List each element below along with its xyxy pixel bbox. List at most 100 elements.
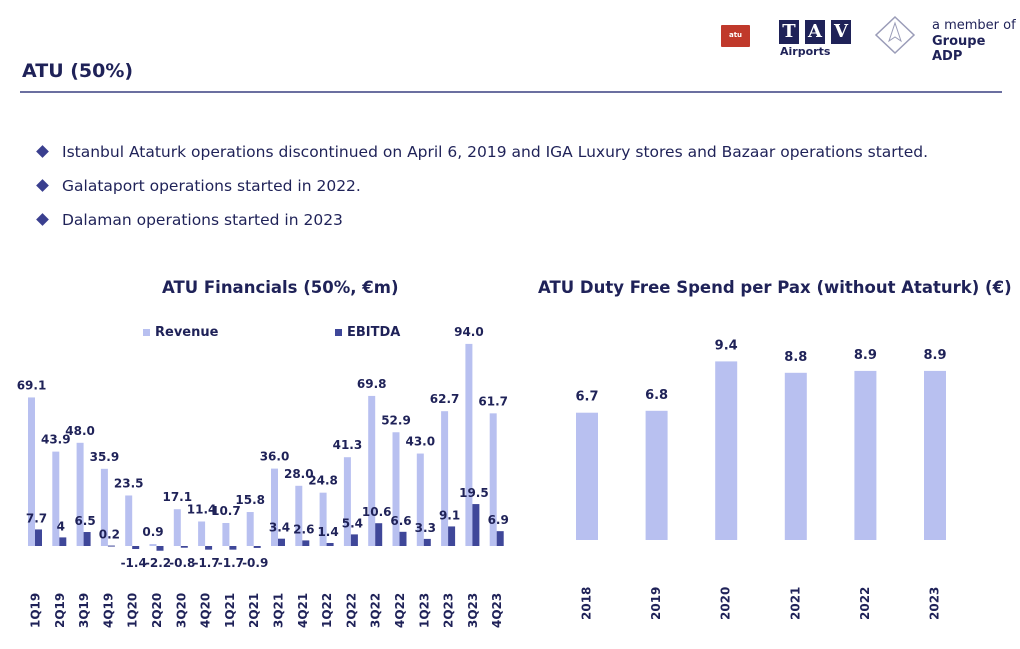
legend-ebitda-label: EBITDA	[347, 325, 401, 340]
revenue-bar	[392, 432, 400, 546]
ebitda-data-label: 6.6	[390, 514, 411, 528]
revenue-data-label: 41.3	[333, 438, 363, 452]
ebitda-bar	[132, 546, 140, 550]
revenue-bar	[489, 413, 497, 546]
title-divider	[20, 91, 1002, 93]
x-tick-label: 4Q23	[490, 593, 504, 628]
revenue-bar	[271, 468, 278, 546]
ebitda-bar	[59, 537, 67, 546]
ebitda-data-label: 6.9	[488, 513, 509, 527]
ebitda-data-label: -2.2	[145, 556, 171, 570]
ebitda-data-label: -1.7	[193, 556, 219, 570]
atu-logo: atu	[721, 25, 750, 47]
spend-data-label: 6.8	[645, 388, 668, 403]
ebitda-bar	[180, 546, 188, 548]
revenue-data-label: 61.7	[478, 394, 508, 408]
ebitda-bar	[253, 546, 261, 548]
x-tick-label: 4Q21	[296, 593, 310, 628]
revenue-bar	[28, 397, 35, 546]
ebitda-data-label: -0.9	[242, 556, 268, 570]
revenue-data-label: 43.0	[405, 435, 435, 449]
x-tick-label: 4Q22	[393, 593, 407, 628]
revenue-data-label: 10.7	[211, 504, 241, 518]
revenue-data-label: 0.9	[142, 525, 163, 539]
x-tick-label: 2020	[719, 587, 733, 620]
x-tick-label: 3Q23	[466, 593, 480, 628]
revenue-data-label: 15.8	[235, 493, 265, 507]
ebitda-bar	[229, 546, 237, 550]
revenue-data-label: 35.9	[90, 450, 120, 464]
revenue-data-label: 28.0	[284, 467, 314, 481]
revenue-bar	[222, 522, 230, 546]
revenue-bar	[125, 495, 133, 546]
spend-data-label: 6.7	[575, 390, 598, 405]
x-tick-label: 2023	[928, 587, 942, 620]
ebitda-bar	[375, 523, 383, 546]
ebitda-data-label: 4	[57, 519, 65, 533]
revenue-bar	[319, 492, 327, 546]
ebitda-bar	[156, 546, 164, 551]
spend-bar	[784, 372, 807, 540]
x-tick-label: 2Q20	[150, 593, 164, 628]
ebitda-data-label: 2.6	[293, 522, 314, 536]
ebitda-data-label: 3.3	[415, 521, 436, 535]
legend-ebitda-swatch	[335, 329, 342, 336]
revenue-bar	[343, 457, 351, 546]
revenue-data-label: 23.5	[114, 476, 144, 490]
tav-logo-letter-v: V	[831, 20, 851, 44]
x-tick-label: 2018	[580, 587, 594, 620]
ebitda-data-label: 6.5	[74, 514, 95, 528]
revenue-bar	[295, 485, 303, 546]
ebitda-bar	[205, 546, 213, 550]
page-title: ATU (50%)	[22, 60, 134, 82]
x-tick-label: 3Q22	[369, 593, 383, 628]
revenue-data-label: 36.0	[260, 450, 290, 464]
ebitda-bar	[399, 531, 407, 546]
x-tick-label: 1Q21	[223, 593, 237, 628]
ebitda-data-label: 19.5	[459, 486, 489, 500]
bullet-text: Galataport operations started in 2022.	[62, 177, 361, 195]
financials-chart-title: ATU Financials (50%, €m)	[162, 278, 399, 297]
x-tick-label: 2Q21	[247, 593, 261, 628]
legend-revenue-swatch	[143, 329, 150, 336]
revenue-data-label: 62.7	[430, 392, 460, 406]
groupe-adp-text: Groupe ADP	[932, 34, 986, 64]
spend-data-label: 8.9	[923, 348, 946, 363]
revenue-bar	[368, 395, 376, 546]
revenue-data-label: 69.1	[17, 378, 47, 392]
ebitda-bar	[350, 534, 358, 546]
legend-ebitda: EBITDA	[335, 325, 400, 340]
spend-bar	[576, 412, 598, 540]
bullet-text: Dalaman operations started in 2023	[62, 211, 343, 229]
revenue-data-label: 11.4	[187, 502, 217, 516]
revenue-data-label: 48.0	[65, 424, 95, 438]
revenue-bar	[465, 343, 473, 546]
ebitda-bar	[326, 542, 334, 546]
ebitda-data-label: 1.4	[317, 525, 338, 539]
tav-logo-subtitle: Airports	[780, 45, 831, 58]
revenue-bar	[149, 544, 157, 546]
tav-logo-letter-t: T	[779, 20, 799, 44]
tav-logo-letter-a: A	[805, 20, 825, 44]
spend-bar	[924, 370, 946, 540]
ebitda-bar	[472, 504, 480, 546]
ebitda-data-label: 10.6	[362, 505, 392, 519]
ebitda-bar	[302, 540, 310, 546]
legend-revenue-label: Revenue	[155, 325, 219, 340]
revenue-data-label: 43.9	[41, 433, 71, 447]
ebitda-data-label: 3.4	[269, 521, 290, 535]
spend-data-label: 8.8	[784, 350, 807, 365]
x-tick-label: 1Q23	[417, 593, 431, 628]
revenue-data-label: 52.9	[381, 413, 411, 427]
revenue-bar	[198, 521, 206, 546]
spend-bar	[854, 370, 877, 540]
ebitda-bar	[83, 532, 91, 546]
spend-data-label: 9.4	[715, 338, 738, 353]
ebitda-bar	[496, 531, 504, 546]
x-tick-label: 1Q20	[126, 593, 140, 628]
revenue-bar	[52, 451, 60, 546]
legend-revenue: Revenue	[143, 325, 218, 340]
revenue-data-label: 24.8	[308, 474, 338, 488]
ebitda-data-label: -0.8	[169, 556, 195, 570]
